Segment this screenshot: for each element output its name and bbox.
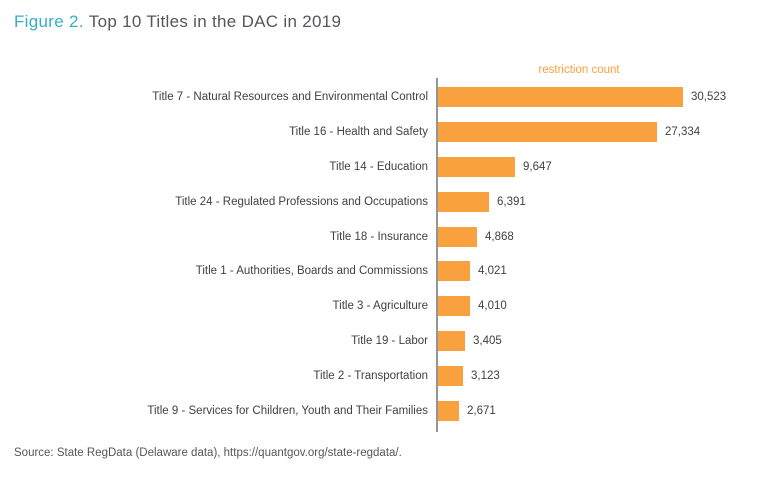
value-label: 6,391: [497, 195, 526, 208]
bar: [438, 122, 657, 143]
bar: [438, 261, 470, 282]
value-label: 27,334: [665, 126, 701, 139]
category-label: Title 24 - Regulated Professions and Occ…: [175, 195, 428, 208]
figure-title-text: Top 10 Titles in the DAC in 2019: [88, 12, 342, 31]
chart-row: Title 9 - Services for Children, Youth a…: [0, 393, 768, 428]
chart-row: Title 1 - Authorities, Boards and Commis…: [0, 254, 768, 289]
value-label: 4,010: [478, 300, 507, 313]
chart-row: Title 2 - Transportation 3,123: [0, 358, 768, 393]
category-label: Title 7 - Natural Resources and Environm…: [152, 91, 428, 104]
chart-row: Title 3 - Agriculture 4,010: [0, 289, 768, 324]
category-label: Title 18 - Insurance: [329, 230, 428, 243]
category-label: Title 9 - Services for Children, Youth a…: [147, 404, 428, 417]
source-note: Source: State RegData (Delaware data), h…: [14, 447, 402, 459]
bar: [438, 296, 470, 317]
value-label: 4,021: [478, 265, 507, 278]
figure-number-label: Figure 2.: [14, 12, 84, 31]
value-label: 9,647: [523, 160, 552, 173]
chart-row: Title 18 - Insurance 4,868: [0, 219, 768, 254]
bar: [438, 365, 463, 386]
category-label: Title 2 - Transportation: [313, 369, 428, 382]
value-label: 4,868: [485, 230, 514, 243]
bar: [438, 400, 459, 421]
bar: [438, 87, 683, 108]
category-label: Title 19 - Labor: [351, 334, 428, 347]
chart-rows: Title 7 - Natural Resources and Environm…: [0, 80, 768, 428]
value-label: 30,523: [691, 91, 727, 104]
figure-title: Figure 2. Top 10 Titles in the DAC in 201…: [14, 12, 341, 32]
value-label: 3,405: [473, 334, 502, 347]
bar: [438, 156, 515, 177]
category-label: Title 16 - Health and Safety: [289, 126, 428, 139]
bar: [438, 191, 489, 212]
category-label: Title 1 - Authorities, Boards and Commis…: [195, 265, 428, 278]
category-label: Title 3 - Agriculture: [332, 300, 428, 313]
category-label: Title 14 - Education: [329, 160, 428, 173]
chart-row: Title 24 - Regulated Professions and Occ…: [0, 184, 768, 219]
value-label: 3,123: [471, 369, 500, 382]
legend-restriction-count: restriction count: [538, 64, 620, 76]
chart-row: Title 7 - Natural Resources and Environm…: [0, 80, 768, 115]
chart-row: Title 16 - Health and Safety 27,334: [0, 115, 768, 150]
y-axis-line: [436, 78, 438, 432]
value-label: 2,671: [467, 404, 496, 417]
bar: [438, 330, 465, 351]
bar: [438, 226, 477, 247]
chart-row: Title 19 - Labor 3,405: [0, 324, 768, 359]
chart-row: Title 14 - Education 9,647: [0, 150, 768, 185]
